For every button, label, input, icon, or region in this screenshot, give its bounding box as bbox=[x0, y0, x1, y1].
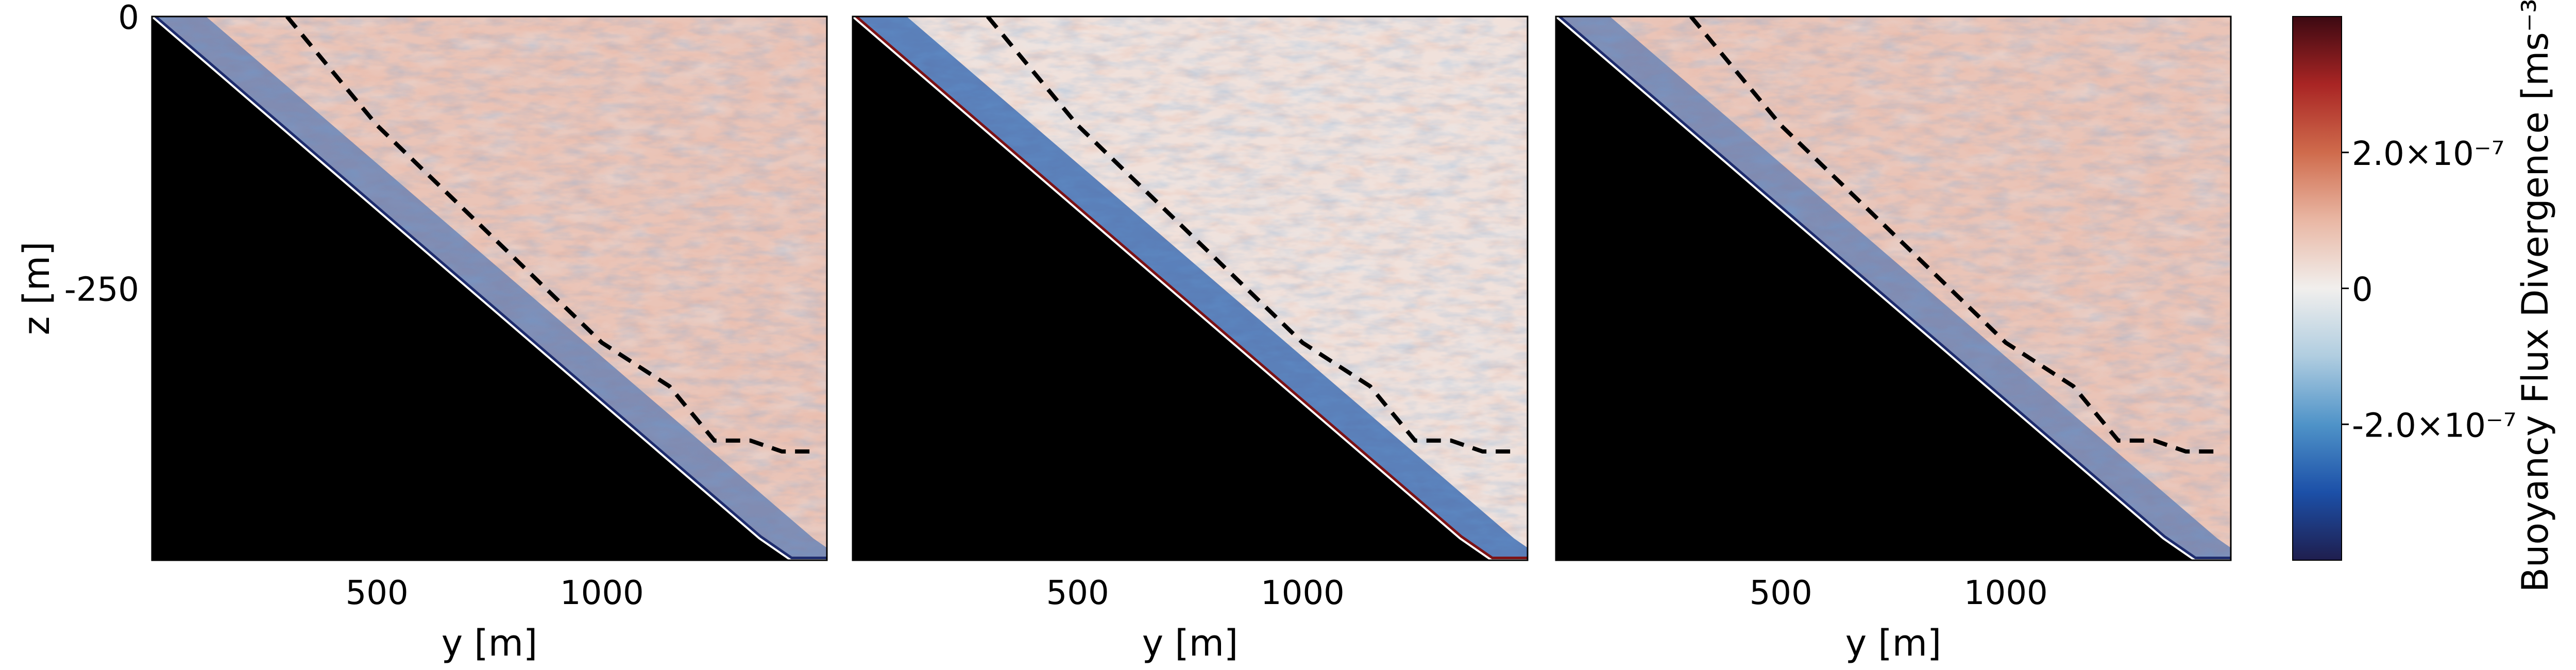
topography bbox=[1556, 16, 2231, 560]
colorbar-label: Buoyancy Flux Divergence [ms⁻³] bbox=[2514, 0, 2556, 592]
panel-frame bbox=[1555, 15, 2232, 561]
x-tick-label: 1000 bbox=[560, 574, 644, 612]
x-tick-label: 1000 bbox=[1964, 574, 2048, 612]
slope-boundary-line bbox=[1556, 16, 2231, 560]
x-axis-label: y [m] bbox=[1845, 622, 1941, 664]
x-axis-label: y [m] bbox=[1142, 622, 1238, 664]
topography bbox=[152, 16, 827, 560]
x-tick-label: 500 bbox=[1046, 574, 1109, 612]
panel-1: 500 1000 y [m] bbox=[151, 15, 828, 664]
x-tick-label: 500 bbox=[1750, 574, 1812, 612]
x-tick-label: 500 bbox=[346, 574, 409, 612]
slope-boundary-line bbox=[152, 16, 827, 560]
y-axis-label: z [m] bbox=[15, 242, 58, 336]
dashed-contour-line bbox=[285, 16, 814, 454]
x-axis-label: y [m] bbox=[442, 622, 537, 664]
colorbar-tick-label-neg: -2.0×10⁻⁷ bbox=[2352, 407, 2516, 445]
colorbar-gradient bbox=[2292, 16, 2342, 561]
panel-frame bbox=[852, 15, 1529, 561]
panel-3: 500 1000 y [m] bbox=[1555, 15, 2232, 664]
panel-2: 500 1000 y [m] bbox=[852, 15, 1529, 664]
x-tick-label: 1000 bbox=[1261, 574, 1345, 612]
panel-frame bbox=[151, 15, 828, 561]
slope-boundary-line bbox=[853, 16, 1528, 560]
dashed-contour-line bbox=[1689, 16, 2217, 454]
colorbar: 2.0×10⁻⁷ 0 -2.0×10⁻⁷ Buoyancy Flux Diver… bbox=[2292, 0, 2556, 592]
dashed-contour-line bbox=[986, 16, 1514, 454]
colorbar-tick-label-zero: 0 bbox=[2352, 271, 2373, 309]
panels-group: 500 1000 y [m] 500 1000 y [m] 500 1000 y [m] bbox=[151, 15, 2232, 664]
topography bbox=[853, 16, 1528, 560]
colorbar-tick-label-pos: 2.0×10⁻⁷ bbox=[2352, 135, 2504, 173]
y-tick-label-0: 0 bbox=[118, 0, 139, 37]
y-tick-label-1: -250 bbox=[64, 271, 139, 309]
